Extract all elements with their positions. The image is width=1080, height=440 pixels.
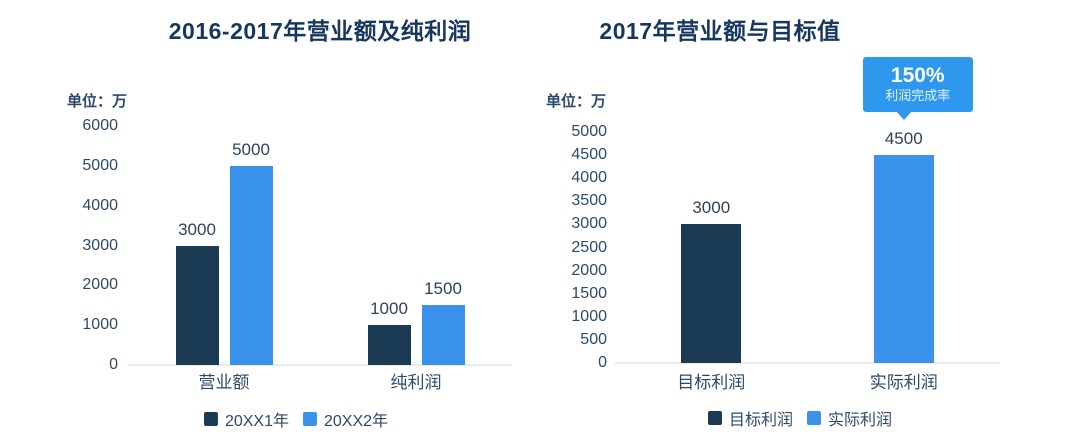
- legend: 目标利润 实际利润: [707, 406, 892, 430]
- completion-rate-value: 150%: [890, 64, 945, 87]
- chart-title: 2017年营业额与目标值: [599, 18, 841, 44]
- bar: [421, 305, 465, 365]
- y-tick-label: 2000: [571, 261, 607, 279]
- legend-swatch-icon: [707, 411, 722, 425]
- bar: [873, 155, 934, 363]
- bar: [175, 245, 219, 365]
- bar-value-label: 1500: [424, 279, 462, 299]
- y-tick-label: 6000: [82, 117, 118, 134]
- legend-label: 20XX1年: [224, 413, 289, 430]
- completion-rate-caption: 利润完成率: [885, 88, 951, 103]
- bar-value-label: 4500: [884, 129, 923, 149]
- legend: 20XX1年 20XX2年: [203, 407, 388, 431]
- legend-item: 20XX2年: [303, 407, 388, 431]
- y-axis-unit-label: 单位：万: [546, 93, 607, 110]
- legend-label: 20XX2年: [324, 413, 389, 430]
- y-tick-label: 3000: [571, 215, 607, 233]
- legend-label: 实际利润: [828, 412, 893, 429]
- y-tick-label: 1500: [571, 284, 607, 302]
- x-axis-line: [615, 362, 1000, 364]
- chart-title: 2016-2017年营业额及纯利润: [168, 18, 472, 44]
- y-tick-label: 5000: [571, 123, 607, 140]
- y-tick-label: 4000: [571, 169, 607, 187]
- annotation-callout: 150% 利润完成率: [862, 57, 973, 112]
- y-tick-label: 4000: [82, 196, 118, 214]
- x-category-label: 纯利润: [390, 373, 442, 392]
- x-axis-line: [128, 364, 512, 366]
- bar-value-label: 3000: [178, 219, 216, 239]
- y-tick-label: 1000: [82, 316, 118, 334]
- legend-swatch-icon: [303, 412, 317, 426]
- legend-item: 目标利润: [707, 406, 793, 430]
- legend-swatch-icon: [807, 411, 821, 425]
- y-tick-label: 1000: [571, 307, 607, 325]
- y-tick-label: 3500: [571, 192, 607, 210]
- callout-pointer-icon: [895, 111, 912, 120]
- y-axis-unit-label: 单位：万: [67, 93, 128, 110]
- bar-value-label: 3000: [692, 198, 731, 218]
- legend-label: 目标利润: [728, 412, 793, 429]
- bar-value-label: 5000: [232, 139, 270, 159]
- y-tick-label: 2500: [571, 238, 607, 256]
- legend-item: 实际利润: [807, 406, 892, 430]
- y-tick-label: 4500: [571, 146, 607, 164]
- x-category-label: 实际利润: [869, 373, 938, 392]
- y-tick-label: 5000: [82, 156, 118, 174]
- y-tick-label: 0: [109, 356, 118, 373]
- y-tick-label: 2000: [82, 276, 118, 294]
- y-tick-label: 0: [598, 354, 607, 371]
- legend-swatch-icon: [203, 412, 218, 426]
- y-tick-label: 3000: [82, 236, 118, 254]
- bar: [681, 224, 742, 363]
- bar-value-label: 1000: [370, 299, 408, 319]
- x-category-label: 目标利润: [677, 373, 746, 392]
- bar: [229, 165, 273, 365]
- x-category-label: 营业额: [198, 373, 250, 392]
- y-tick-label: 500: [580, 330, 607, 348]
- bar: [367, 325, 411, 365]
- legend-item: 20XX1年: [203, 407, 289, 431]
